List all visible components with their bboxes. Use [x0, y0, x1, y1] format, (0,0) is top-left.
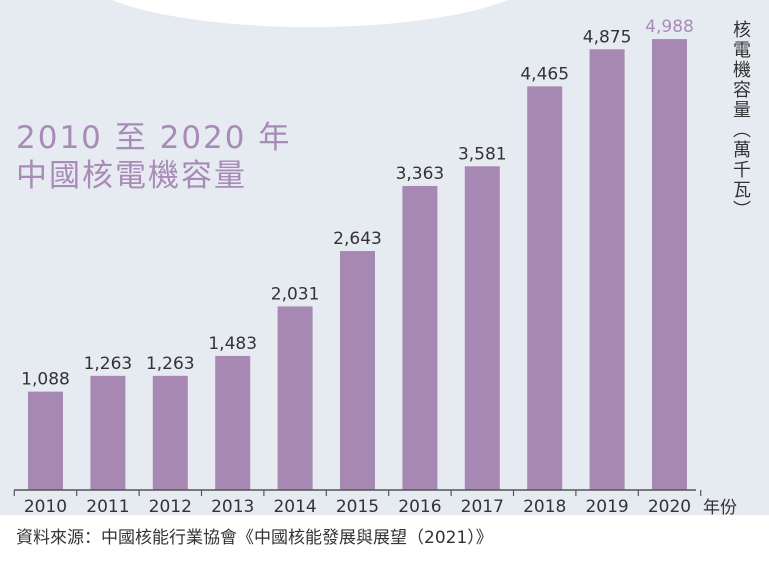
bar-2016 [402, 185, 438, 490]
bar-2014 [277, 306, 313, 490]
x-tick-label-2017: 2017 [461, 497, 504, 517]
x-tick-label-2019: 2019 [585, 497, 628, 517]
x-tick-label-2015: 2015 [336, 497, 379, 517]
bar-2017 [464, 166, 500, 491]
value-label-2017: 3,581 [458, 144, 507, 164]
x-tick-label-2012: 2012 [149, 497, 192, 517]
value-label-2011: 1,263 [84, 354, 133, 374]
x-tick-label-2011: 2011 [86, 497, 129, 517]
x-ticks-group [13, 490, 702, 496]
chart-subtitle: 中國核電機容量 [16, 158, 247, 194]
bar-2020 [652, 39, 687, 490]
bar-2013 [215, 355, 251, 490]
plot-background [0, 0, 769, 515]
value-label-2014: 2,031 [271, 284, 320, 304]
value-label-2010: 1,088 [21, 370, 70, 390]
value-label-2020: 4,988 [645, 17, 694, 37]
value-label-2015: 2,643 [333, 229, 382, 249]
bar-2010 [28, 391, 63, 490]
x-axis-label: 年份 [703, 498, 737, 518]
bar-2011 [90, 375, 126, 490]
bars-group [28, 39, 687, 491]
value-labels-group: 1,088 1,263 1,263 1,483 2,031 2,643 3,363 3,581… [21, 17, 694, 390]
value-label-2012: 1,263 [146, 354, 195, 374]
x-tick-label-2010: 2010 [24, 497, 67, 517]
value-label-2016: 3,363 [396, 164, 445, 184]
bar-2019 [589, 49, 625, 491]
source-note: 資料來源：中國核能行業協會《中國核能發展與展望（2021）》 [16, 528, 493, 548]
bar-2018 [527, 86, 563, 490]
x-tick-labels-group: 2010 2011 2012 2013 2014 2015 2016 2017 2018 2019… [24, 497, 691, 517]
x-tick-label-2016: 2016 [398, 497, 441, 517]
top-decoration [112, 0, 508, 27]
bar-2015 [340, 251, 375, 490]
value-label-2018: 4,465 [520, 64, 569, 84]
x-tick-label-2020: 2020 [648, 497, 691, 517]
chart-title: 2010 至 2020 年 [16, 120, 292, 156]
x-tick-label-2013: 2013 [211, 497, 254, 517]
bar-2012 [152, 375, 188, 490]
value-label-2013: 1,483 [208, 334, 257, 354]
x-tick-label-2014: 2014 [273, 497, 316, 517]
value-label-2019: 4,875 [583, 27, 632, 47]
x-tick-label-2018: 2018 [523, 497, 566, 517]
y-axis-label: 核電機容量（萬千瓦） [730, 20, 751, 220]
